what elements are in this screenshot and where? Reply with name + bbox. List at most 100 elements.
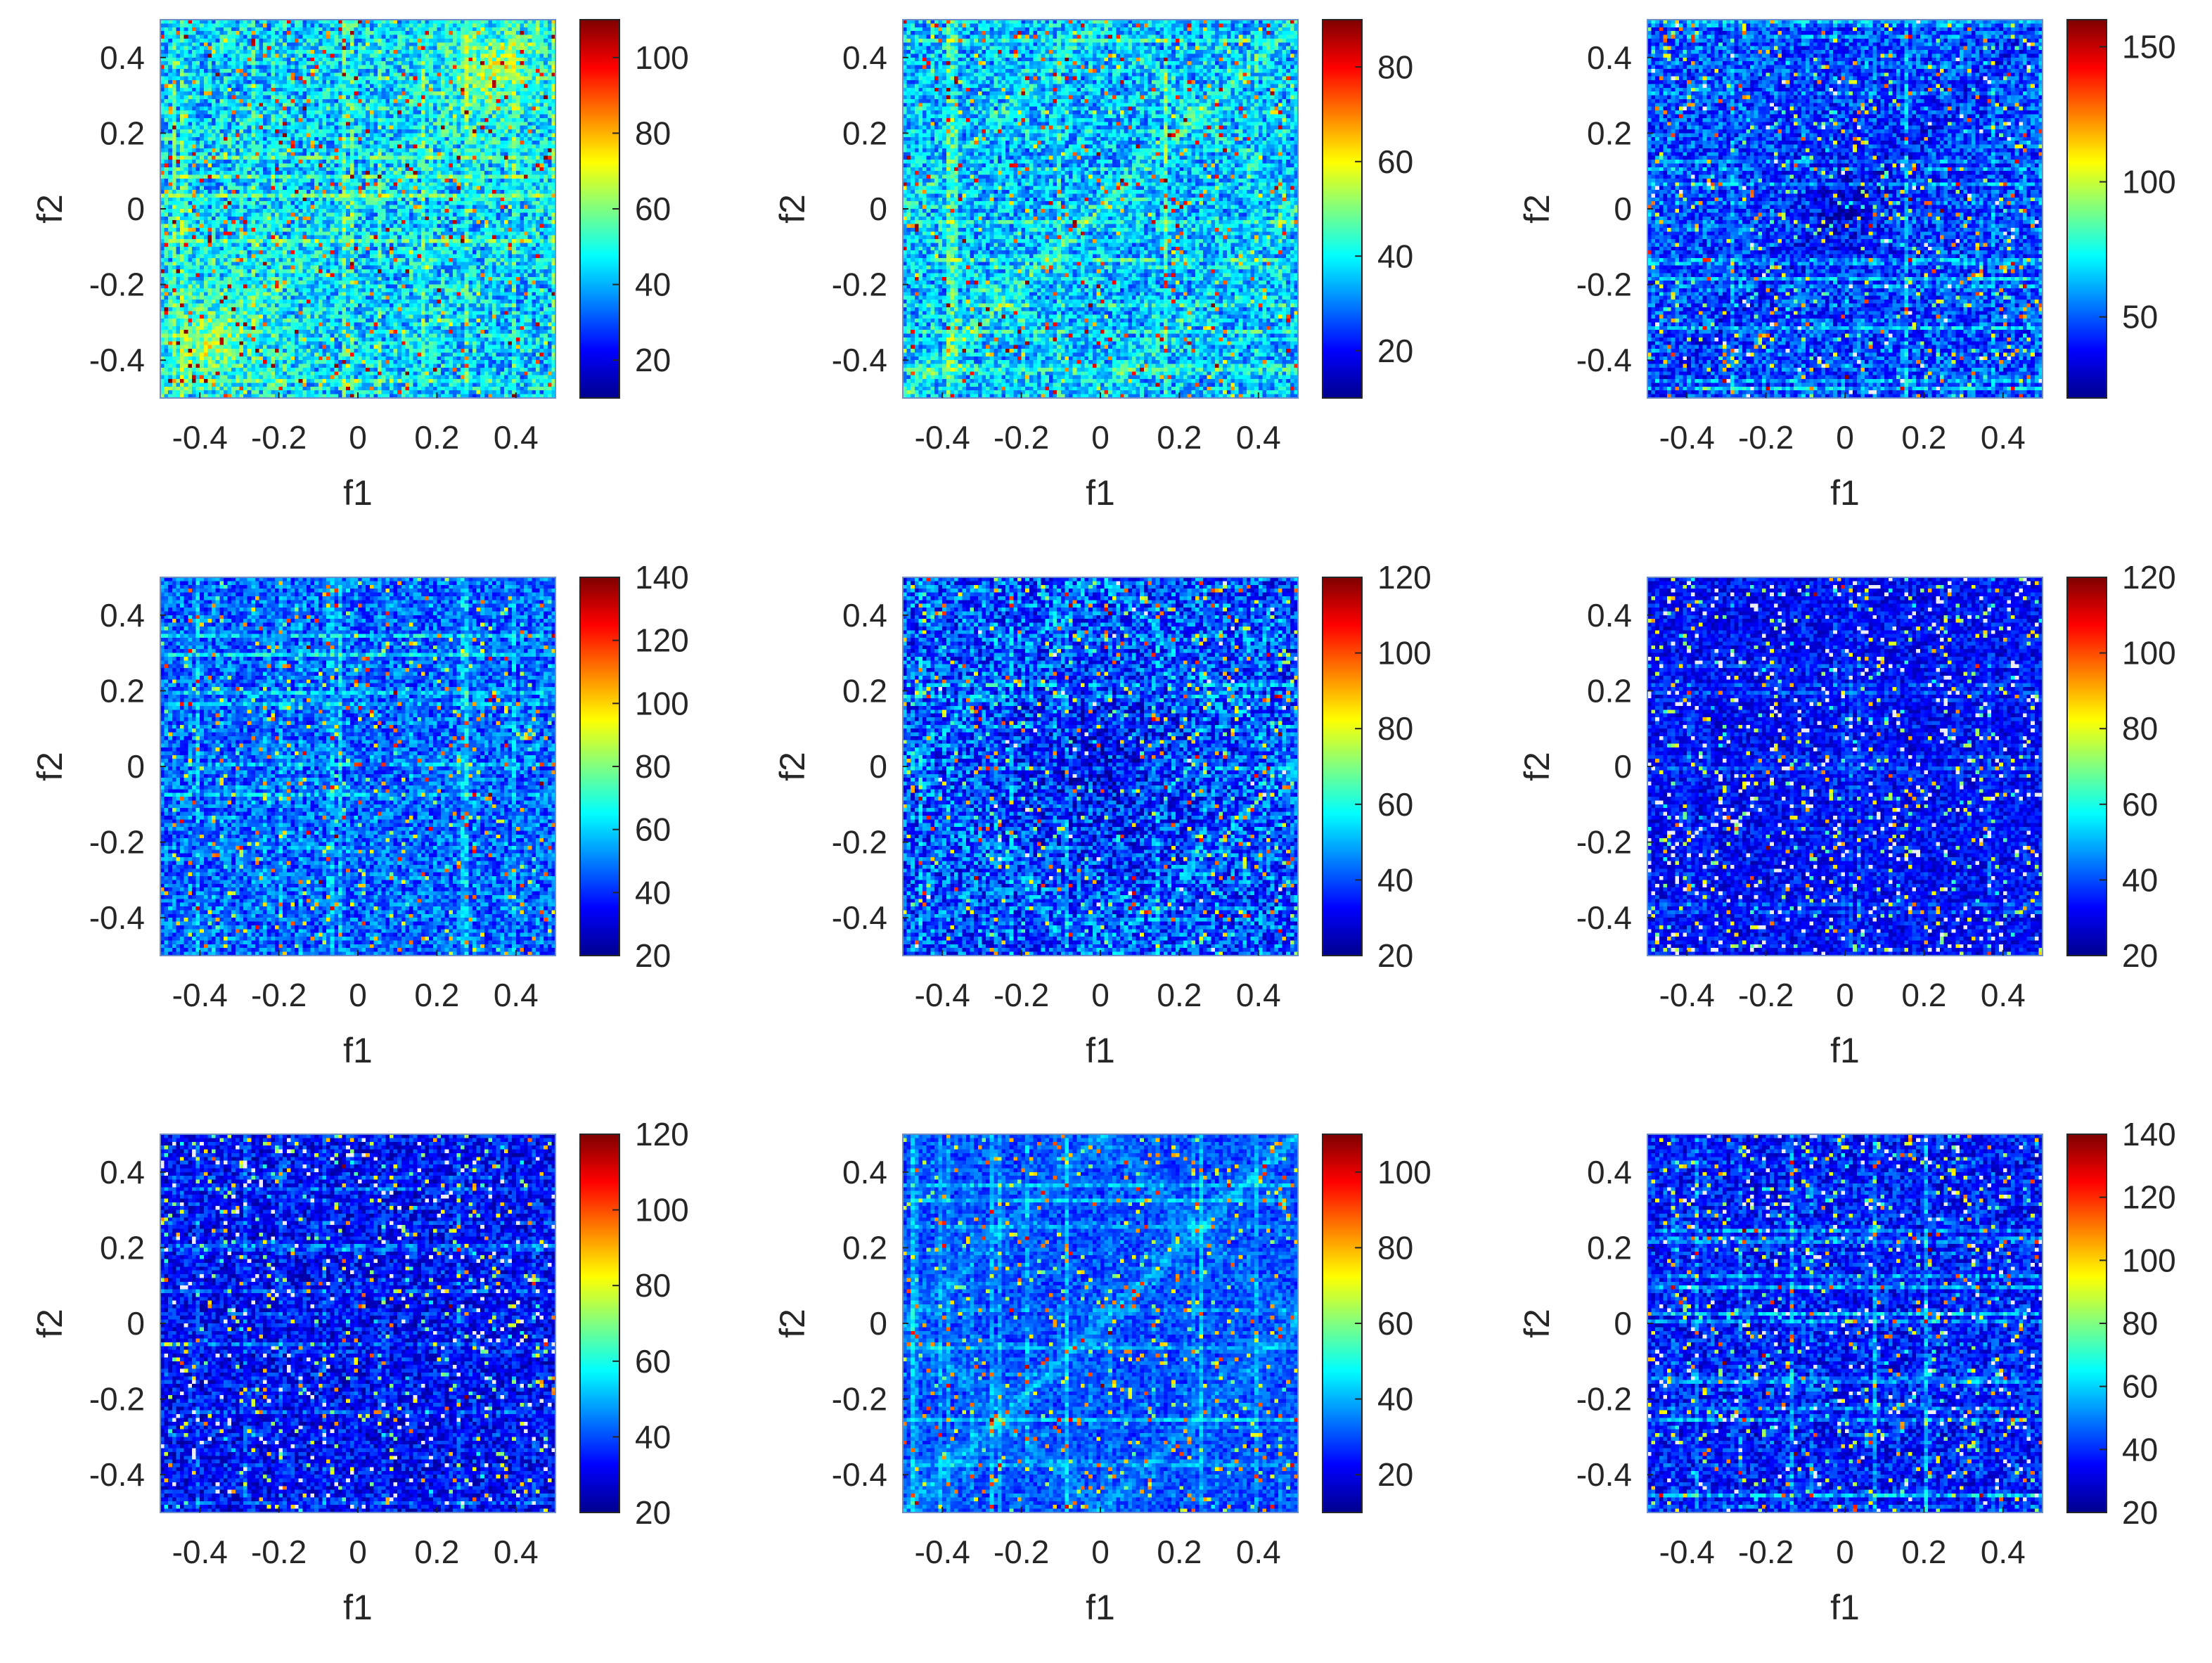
y-tick-label: 0.2 xyxy=(842,672,887,709)
colorbar-gradient xyxy=(2067,20,2107,398)
x-tick-label: 0 xyxy=(1836,419,1854,456)
colorbar-tick-label: 20 xyxy=(635,342,671,378)
y-tick-label: 0.2 xyxy=(1587,672,1632,709)
x-tick-label: -0.2 xyxy=(994,1534,1049,1570)
colorbar-tick-label: 40 xyxy=(1377,238,1413,274)
y-tick-label: 0.2 xyxy=(1587,115,1632,151)
plot-frame xyxy=(1647,577,2043,956)
colorbar-frame xyxy=(579,1134,620,1513)
plot-frame xyxy=(902,577,1299,956)
x-tick-label: -0.4 xyxy=(915,977,970,1013)
heatmap-image xyxy=(1647,577,2043,956)
plot-frame xyxy=(902,19,1299,399)
axes-overlay: -0.4 -0.2 0 0.2 0.4 0.4 0.2 0 -0.2 -0.4 f1 f2 50 100 1… xyxy=(1517,19,2176,513)
colorbar-gradient xyxy=(580,1134,619,1513)
y-tick-label: -0.2 xyxy=(89,1381,145,1418)
colorbar-tick-label: 140 xyxy=(2122,1116,2176,1152)
y-tick-label: 0 xyxy=(127,1305,145,1342)
axes-overlay: -0.4 -0.2 0 0.2 0.4 0.4 0.2 0 -0.2 -0.4 f1 f2 20 40 60… xyxy=(773,559,1432,1070)
colorbar-tick-label: 20 xyxy=(1377,937,1413,974)
colorbar-gradient xyxy=(1323,577,1362,956)
plot-frame xyxy=(160,1134,556,1513)
x-tick-label: 0.2 xyxy=(414,1534,459,1570)
y-tick-label: 0.2 xyxy=(100,1229,145,1266)
colorbar-tick-label: 100 xyxy=(635,685,689,721)
colorbar-tick-label: 80 xyxy=(2122,1305,2158,1342)
y-tick-label: 0.4 xyxy=(100,39,145,76)
heatmap-panel-9: -0.4 -0.2 0 0.2 0.4 0.4 0.2 0 -0.2 -0.4 f1 f2 20 40 60… xyxy=(1487,1115,2212,1663)
x-tick-label: 0 xyxy=(1836,1534,1854,1570)
y-tick-label: 0 xyxy=(1614,191,1632,227)
colorbar-tick-label: 100 xyxy=(1377,635,1432,672)
x-tick-label: 0.2 xyxy=(414,977,459,1013)
colorbar-tick-label: 40 xyxy=(635,874,671,911)
y-tick-label: 0.2 xyxy=(842,115,887,151)
colorbar-tick-label: 50 xyxy=(2122,299,2158,335)
x-tick-label: 0 xyxy=(349,977,367,1013)
y-tick-label: 0.2 xyxy=(1587,1229,1632,1266)
plot-frame xyxy=(160,19,556,399)
colorbar-tick-label: 40 xyxy=(1377,1381,1413,1418)
y-tick-label: 0 xyxy=(869,748,887,785)
colorbar-tick-label: 20 xyxy=(2122,1494,2158,1531)
colorbar-tick-label: 80 xyxy=(2122,710,2158,747)
colorbar-tick-label: 80 xyxy=(1377,1229,1413,1266)
x-tick-label: -0.2 xyxy=(1738,1534,1794,1570)
x-tick-label: -0.2 xyxy=(994,977,1049,1013)
x-axis-label: f1 xyxy=(1086,1031,1115,1070)
y-tick-label: -0.4 xyxy=(832,342,887,378)
colorbar-frame xyxy=(1322,577,1363,956)
colorbar-tick-label: 100 xyxy=(1377,1154,1432,1190)
y-tick-label: -0.4 xyxy=(89,899,145,936)
x-tick-label: -0.4 xyxy=(172,419,228,456)
y-tick-label: -0.2 xyxy=(89,267,145,303)
colorbar-tick-label: 20 xyxy=(2122,937,2158,974)
y-tick-label: 0.2 xyxy=(842,1229,887,1266)
x-tick-label: -0.4 xyxy=(915,1534,970,1570)
y-tick-label: -0.2 xyxy=(1576,267,1632,303)
colorbar-gradient xyxy=(1323,20,1362,398)
y-tick-label: 0 xyxy=(127,748,145,785)
y-tick-label: 0 xyxy=(869,1305,887,1342)
colorbar-tick-label: 60 xyxy=(1377,1305,1413,1342)
x-tick-label: 0.2 xyxy=(1901,977,1946,1013)
y-axis-label: f2 xyxy=(1517,194,1557,224)
heatmap-image xyxy=(903,1134,1298,1513)
x-tick-label: 0.4 xyxy=(494,419,539,456)
x-axis-label: f1 xyxy=(1086,473,1115,513)
colorbar-tick-label: 100 xyxy=(635,1192,689,1228)
y-tick-label: -0.4 xyxy=(1576,342,1632,378)
x-tick-label: 0 xyxy=(1091,1534,1110,1570)
colorbar-tick-label: 80 xyxy=(1377,49,1413,85)
y-axis-label: f2 xyxy=(1517,1309,1557,1338)
x-tick-label: -0.2 xyxy=(251,1534,307,1570)
x-tick-label: 0.4 xyxy=(1236,1534,1281,1570)
colorbar-tick-label: 60 xyxy=(2122,786,2158,823)
colorbar-tick-label: 120 xyxy=(1377,559,1432,596)
colorbar-frame xyxy=(1322,19,1363,399)
heatmap-image xyxy=(1647,20,2043,398)
colorbar-tick-label: 60 xyxy=(635,811,671,848)
x-tick-label: -0.4 xyxy=(172,977,228,1013)
x-tick-label: 0.4 xyxy=(1236,977,1281,1013)
plot-frame xyxy=(160,577,556,956)
x-axis-label: f1 xyxy=(343,473,373,513)
x-tick-label: -0.2 xyxy=(994,419,1049,456)
x-tick-label: 0.4 xyxy=(1981,1534,2026,1570)
y-axis-label: f2 xyxy=(773,752,812,781)
colorbar-tick-label: 40 xyxy=(2122,1431,2158,1468)
heatmap-image xyxy=(1647,1134,2043,1513)
colorbar-tick-label: 100 xyxy=(2122,164,2176,200)
colorbar-tick-label: 80 xyxy=(635,1267,671,1304)
y-tick-label: -0.4 xyxy=(832,899,887,936)
x-tick-label: 0 xyxy=(1836,977,1854,1013)
plot-frame xyxy=(1647,19,2043,399)
y-tick-label: 0.2 xyxy=(100,115,145,151)
heatmap-image xyxy=(903,20,1298,398)
y-tick-label: 0 xyxy=(127,191,145,227)
axes-overlay: -0.4 -0.2 0 0.2 0.4 0.4 0.2 0 -0.2 -0.4 f1 f2 20 40 60… xyxy=(773,1134,1432,1627)
colorbar-tick-label: 140 xyxy=(635,559,689,596)
y-tick-label: -0.2 xyxy=(1576,1381,1632,1418)
y-tick-label: 0 xyxy=(1614,1305,1632,1342)
colorbar-gradient xyxy=(2067,577,2107,956)
